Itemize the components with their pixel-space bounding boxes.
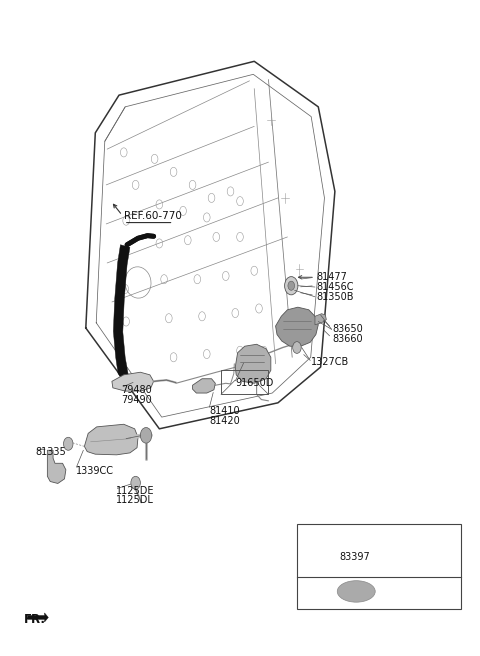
Polygon shape	[84, 424, 138, 455]
Text: 81420: 81420	[210, 416, 240, 426]
Text: FR.: FR.	[24, 613, 46, 626]
Ellipse shape	[337, 581, 375, 602]
Text: 81456C: 81456C	[316, 282, 353, 292]
Text: 1125DE: 1125DE	[116, 485, 154, 496]
Text: 83397: 83397	[340, 552, 371, 562]
Text: 79490: 79490	[121, 394, 152, 405]
Polygon shape	[235, 344, 271, 383]
Circle shape	[140, 428, 152, 443]
Text: 81477: 81477	[316, 272, 347, 282]
Circle shape	[288, 281, 295, 290]
Polygon shape	[113, 245, 132, 380]
Polygon shape	[192, 379, 216, 393]
Bar	[221, 369, 268, 394]
Text: 91650D: 91650D	[235, 379, 274, 388]
Text: 1125DL: 1125DL	[116, 495, 154, 505]
Circle shape	[131, 476, 140, 489]
Text: 1339CC: 1339CC	[76, 466, 114, 476]
Text: REF.60-770: REF.60-770	[124, 211, 181, 221]
Polygon shape	[315, 314, 326, 325]
Text: 83660: 83660	[333, 334, 363, 344]
Circle shape	[63, 438, 73, 450]
Text: 81335: 81335	[35, 447, 66, 457]
Polygon shape	[112, 372, 154, 391]
Text: 81410: 81410	[210, 406, 240, 417]
Polygon shape	[48, 450, 66, 483]
Text: 81350B: 81350B	[316, 292, 353, 302]
Polygon shape	[27, 613, 48, 622]
Bar	[297, 524, 461, 609]
Text: 83650: 83650	[333, 324, 363, 335]
Text: 79480: 79480	[121, 385, 152, 395]
Polygon shape	[276, 307, 318, 346]
Circle shape	[285, 277, 298, 295]
Circle shape	[293, 342, 301, 354]
Text: 1327CB: 1327CB	[311, 357, 349, 367]
